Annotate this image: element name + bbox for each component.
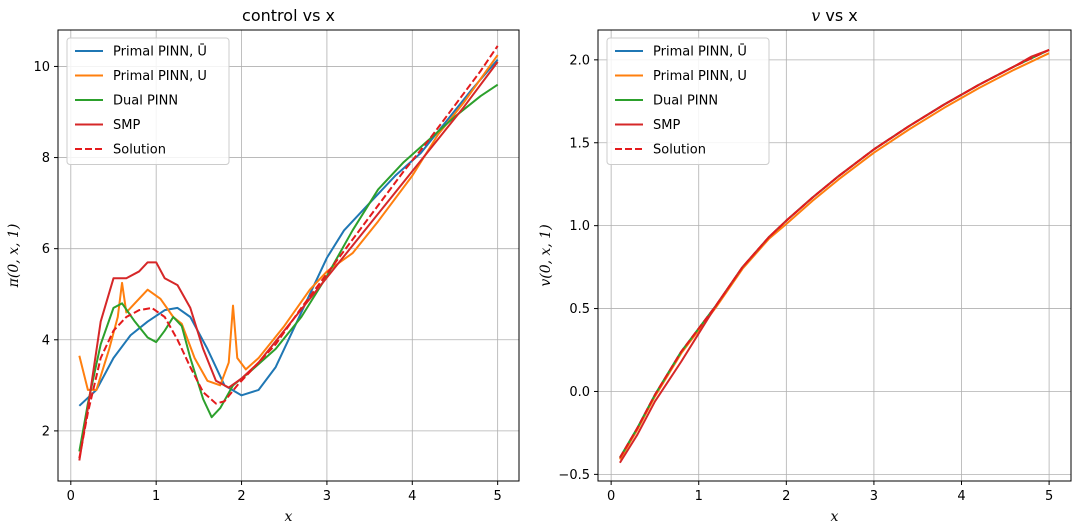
y-tick-label: 2.0 [569, 53, 590, 68]
y-tick-label: 4 [42, 333, 50, 348]
legend-label: Dual PINN [113, 94, 178, 109]
x-axis-label: x [285, 509, 293, 525]
x-tick-label: 2 [782, 489, 790, 504]
series-line-primal-pinn [78, 58, 499, 407]
y-tick-label: 8 [42, 151, 50, 166]
y-tick-label: −0.5 [558, 468, 590, 483]
series-line-solution [78, 45, 499, 459]
legend-box [66, 37, 230, 165]
legend-box [606, 37, 770, 165]
legend-label: SMP [113, 118, 140, 133]
x-tick-label: 5 [494, 489, 502, 504]
x-tick-label: 4 [957, 489, 965, 504]
chart-2: 0 1 2 3 4 5 −0.5 0.0 0.5 1.0 1.5 2.0 v vs x x v(0, x, … [538, 6, 1072, 525]
legend-label: Primal PINN, U [113, 69, 207, 84]
legend: Primal PINN, Ū Primal PINN, U Dual PINN SMP… [606, 37, 770, 165]
y-tick-label: 10 [33, 60, 50, 75]
legend-label: Primal PINN, Ū [113, 45, 207, 60]
x-tick-label: 4 [408, 489, 416, 504]
legend: Primal PINN, Ū Primal PINN, U Dual PINN SMP… [66, 37, 230, 165]
axes-frame [57, 29, 520, 482]
y-tick-label: 1.0 [569, 219, 590, 234]
y-axis-label: π(0, x, 1) [6, 224, 22, 289]
legend-label: SMP [653, 118, 680, 133]
y-tick-label: 0.0 [569, 385, 590, 400]
y-tick-label: 2 [42, 424, 50, 439]
legend-label: Solution [653, 143, 706, 158]
x-tick-label: 1 [152, 489, 160, 504]
x-tick-label: 0 [607, 489, 615, 504]
x-tick-label: 1 [695, 489, 703, 504]
y-tick-label: 6 [42, 242, 50, 257]
chart-title: v vs x [811, 6, 858, 25]
y-tick-label: 1.5 [569, 136, 590, 151]
series-line-solution [619, 48, 1050, 459]
chart-title: control vs x [242, 6, 335, 25]
y-tick-label: 0.5 [569, 302, 590, 317]
x-tick-label: 3 [870, 489, 878, 504]
x-tick-label: 5 [1045, 489, 1053, 504]
x-tick-label: 0 [67, 489, 75, 504]
series-line-primal-pinn-u [78, 54, 499, 391]
y-axis-label: v(0, x, 1) [538, 224, 554, 286]
x-tick-label: 2 [237, 489, 245, 504]
x-axis-label: x [831, 509, 839, 525]
series-line-dual-pinn [78, 83, 499, 452]
x-tick-label: 3 [323, 489, 331, 504]
axes-frame [597, 29, 1072, 482]
legend-label: Primal PINN, Ū [653, 45, 747, 60]
chart-1: 0 1 2 3 4 5 2 4 6 8 10 control vs x x π(0, x, 1) Prima… [6, 6, 520, 525]
legend-label: Primal PINN, U [653, 69, 747, 84]
legend-label: Solution [113, 143, 166, 158]
legend-label: Dual PINN [653, 94, 718, 109]
series-line-smp [78, 61, 499, 461]
